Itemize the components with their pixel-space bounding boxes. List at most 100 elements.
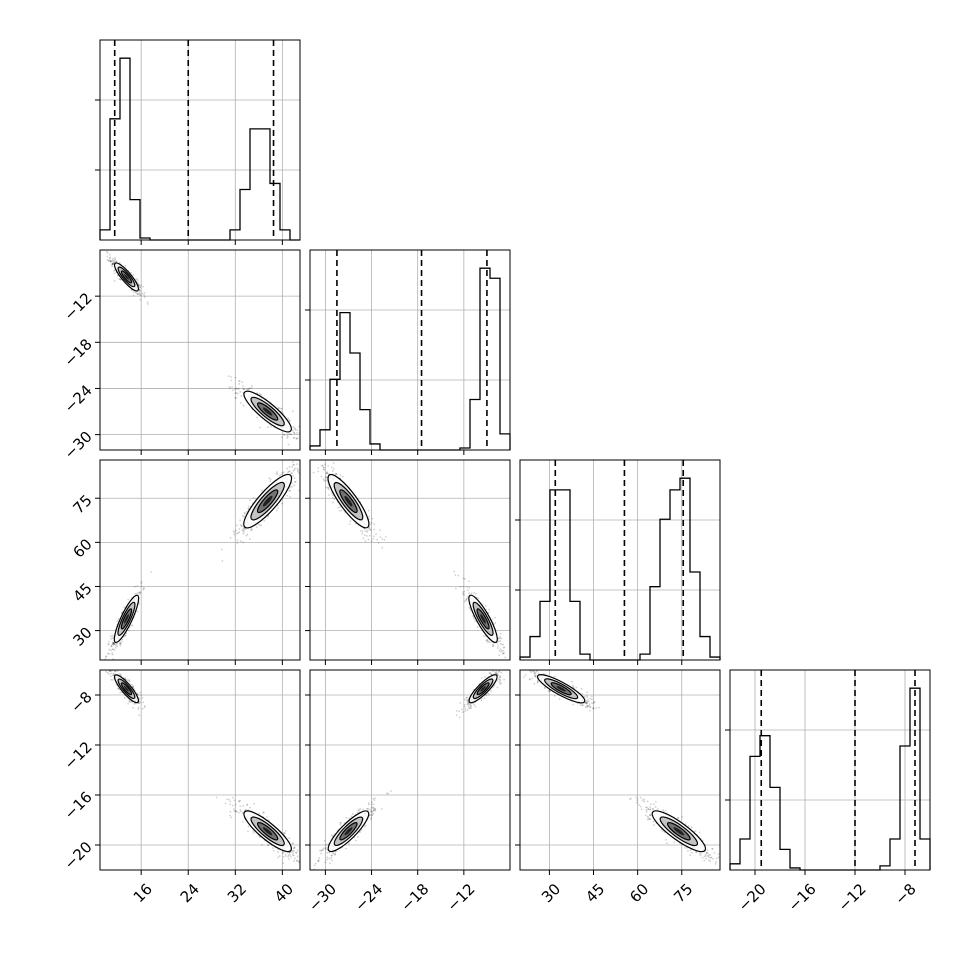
sample-point xyxy=(498,637,501,640)
sample-point xyxy=(323,479,326,482)
sample-point xyxy=(496,647,499,649)
sample-point xyxy=(321,464,324,467)
sample-point xyxy=(468,592,471,595)
sample-point xyxy=(139,691,142,694)
sample-point xyxy=(106,671,109,674)
sample-point xyxy=(490,690,492,693)
sample-point xyxy=(467,703,469,706)
y-tick-label: 60 xyxy=(69,535,95,561)
sample-point xyxy=(119,673,122,676)
sample-point xyxy=(277,851,279,854)
sample-point xyxy=(139,298,142,301)
sample-point xyxy=(372,809,375,812)
sample-point xyxy=(109,649,112,652)
sample-point xyxy=(486,638,489,641)
sample-point xyxy=(237,388,240,391)
sample-point xyxy=(292,431,295,433)
sample-point xyxy=(504,667,506,669)
sample-point xyxy=(480,699,483,702)
sample-point xyxy=(584,702,587,704)
density-points xyxy=(105,670,307,868)
sample-point xyxy=(291,850,293,853)
sample-point xyxy=(240,395,243,397)
sample-point xyxy=(132,273,135,276)
sample-point xyxy=(466,699,469,702)
sample-point xyxy=(287,433,290,435)
sample-point xyxy=(497,644,499,647)
sample-point xyxy=(233,810,236,812)
sample-point xyxy=(480,677,483,679)
sample-point xyxy=(234,810,237,813)
sample-point xyxy=(238,380,241,382)
sample-point xyxy=(286,467,289,470)
sample-point xyxy=(361,530,364,533)
sample-point xyxy=(459,701,462,704)
sample-point xyxy=(485,694,488,697)
sample-point xyxy=(258,836,261,839)
sample-point xyxy=(482,635,485,637)
sample-point xyxy=(267,843,270,846)
sample-point xyxy=(294,481,296,483)
sample-point xyxy=(124,265,127,267)
sample-point xyxy=(334,850,337,853)
panel-2-2 xyxy=(515,459,721,665)
sample-point xyxy=(234,392,237,395)
sample-point xyxy=(305,866,307,868)
sample-point xyxy=(495,670,498,673)
sample-point xyxy=(242,404,245,407)
sample-point xyxy=(306,468,308,470)
sample-point xyxy=(258,426,261,429)
sample-point xyxy=(370,810,373,813)
sample-point xyxy=(496,686,499,689)
sample-point xyxy=(367,529,369,532)
sample-point xyxy=(372,812,375,815)
sample-point xyxy=(241,515,244,517)
sample-point xyxy=(116,687,119,690)
sample-point xyxy=(281,502,283,505)
sample-point xyxy=(381,538,384,541)
sample-point xyxy=(238,527,241,530)
sample-point xyxy=(247,388,249,391)
sample-point xyxy=(104,657,107,660)
sample-point xyxy=(371,517,374,520)
sample-point xyxy=(240,810,242,813)
contour-level xyxy=(262,827,273,836)
sample-point xyxy=(296,463,298,466)
sample-point xyxy=(505,662,507,664)
sample-point xyxy=(238,811,240,814)
sample-point xyxy=(487,640,490,643)
sample-point xyxy=(108,640,110,643)
sample-point xyxy=(289,496,291,498)
y-tick-label: 30 xyxy=(69,624,95,650)
panel-frame xyxy=(519,459,721,661)
sample-point xyxy=(358,809,360,811)
sample-point xyxy=(243,528,246,531)
sample-point xyxy=(288,851,291,854)
sample-point xyxy=(366,531,369,533)
sample-point xyxy=(332,851,334,854)
sample-point xyxy=(233,531,236,534)
contour-level xyxy=(262,407,273,416)
sample-point xyxy=(371,803,373,806)
sample-point xyxy=(330,834,333,837)
sample-point xyxy=(463,698,466,701)
sample-point xyxy=(484,604,487,607)
sample-point xyxy=(112,643,115,646)
contour-level xyxy=(124,274,129,280)
sample-point xyxy=(501,649,503,652)
sample-point xyxy=(332,501,334,504)
sample-point xyxy=(111,643,114,645)
sample-point xyxy=(239,390,242,393)
contour-level xyxy=(124,685,129,692)
sample-point xyxy=(589,706,592,708)
sample-point xyxy=(233,799,236,802)
sample-point xyxy=(296,469,299,472)
sample-point xyxy=(293,849,295,852)
sample-point xyxy=(585,701,588,704)
sample-point xyxy=(327,464,330,467)
sample-point xyxy=(533,675,536,678)
sample-point xyxy=(115,643,118,645)
sample-point xyxy=(288,433,291,436)
sample-point xyxy=(580,687,583,690)
sample-point xyxy=(233,533,236,536)
